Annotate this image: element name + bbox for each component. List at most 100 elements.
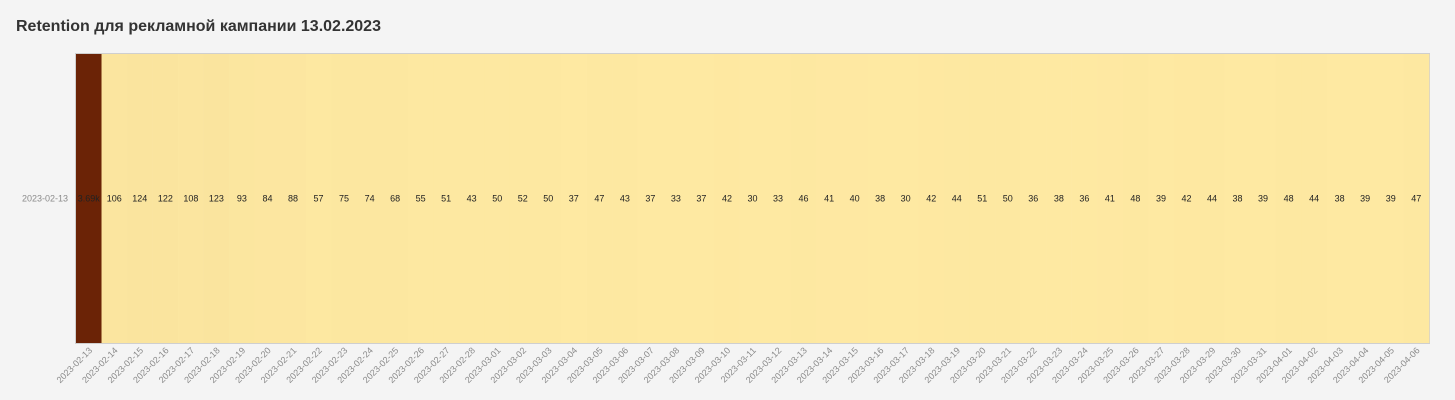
heatmap-cell[interactable] bbox=[280, 54, 307, 343]
cell-value-label: 33 bbox=[671, 194, 681, 204]
cell-value-label: 37 bbox=[696, 194, 706, 204]
heatmap-cell[interactable] bbox=[127, 54, 153, 343]
chart-title: Retention для рекламной кампании 13.02.2… bbox=[16, 18, 381, 35]
cell-value-label: 38 bbox=[1335, 194, 1345, 204]
heatmap-cell[interactable] bbox=[305, 54, 332, 343]
cell-value-label: 93 bbox=[237, 194, 247, 204]
cell-value-label: 39 bbox=[1258, 194, 1268, 204]
heatmap-cell[interactable] bbox=[714, 54, 741, 343]
cell-value-label: 42 bbox=[926, 194, 936, 204]
heatmap-cell[interactable] bbox=[101, 54, 128, 343]
heatmap-cell[interactable] bbox=[1173, 54, 1200, 343]
heatmap-cell[interactable] bbox=[586, 54, 613, 343]
heatmap-cell[interactable] bbox=[1326, 54, 1353, 343]
heatmap-cell[interactable] bbox=[816, 54, 843, 343]
heatmap-cell[interactable] bbox=[407, 54, 434, 343]
heatmap-cell[interactable] bbox=[152, 54, 179, 343]
cell-value-label: 57 bbox=[314, 194, 324, 204]
heatmap-cell[interactable] bbox=[1199, 54, 1226, 343]
cell-value-label: 38 bbox=[1054, 194, 1064, 204]
heatmap-cell[interactable] bbox=[1301, 54, 1328, 343]
cell-value-label: 37 bbox=[569, 194, 579, 204]
cell-value-label: 38 bbox=[875, 194, 885, 204]
heatmap-cell[interactable] bbox=[765, 54, 792, 343]
heatmap-cell[interactable] bbox=[663, 54, 689, 343]
cell-value-label: 30 bbox=[901, 194, 911, 204]
heatmap-cell[interactable] bbox=[1352, 54, 1379, 343]
cell-value-label: 41 bbox=[1105, 194, 1115, 204]
heatmap-cell[interactable] bbox=[331, 54, 358, 343]
heatmap-cell[interactable] bbox=[1148, 54, 1175, 343]
cell-value-label: 52 bbox=[518, 194, 528, 204]
cell-value-label: 37 bbox=[645, 194, 655, 204]
heatmap-cell[interactable] bbox=[1250, 54, 1277, 343]
cell-value-label: 75 bbox=[339, 194, 349, 204]
cell-value-label: 39 bbox=[1360, 194, 1370, 204]
cell-value-label: 3.69k bbox=[78, 194, 101, 204]
heatmap-cell[interactable] bbox=[76, 54, 102, 343]
cell-value-label: 44 bbox=[1309, 194, 1319, 204]
cell-value-label: 44 bbox=[952, 194, 962, 204]
heatmap-cell[interactable] bbox=[790, 54, 817, 343]
cell-value-label: 40 bbox=[850, 194, 860, 204]
cell-value-label: 47 bbox=[1411, 194, 1421, 204]
heatmap-cell[interactable] bbox=[458, 54, 485, 343]
cell-value-label: 51 bbox=[441, 194, 451, 204]
cell-value-label: 50 bbox=[543, 194, 553, 204]
cell-value-label: 55 bbox=[416, 194, 426, 204]
heatmap-cell[interactable] bbox=[1071, 54, 1098, 343]
cell-value-label: 30 bbox=[747, 194, 757, 204]
heatmap-cell[interactable] bbox=[1377, 54, 1404, 343]
heatmap-cell[interactable] bbox=[688, 54, 715, 343]
cell-value-label: 39 bbox=[1156, 194, 1166, 204]
cell-value-label: 124 bbox=[132, 194, 147, 204]
heatmap-cell[interactable] bbox=[1122, 54, 1149, 343]
heatmap-cell[interactable] bbox=[1020, 54, 1047, 343]
heatmap-cell[interactable] bbox=[867, 54, 894, 343]
heatmap-cell[interactable] bbox=[612, 54, 638, 343]
heatmap-cell[interactable] bbox=[918, 54, 945, 343]
heatmap-cell[interactable] bbox=[382, 54, 409, 343]
heatmap-cell[interactable] bbox=[995, 54, 1021, 343]
plot-frame bbox=[75, 53, 1430, 344]
cell-value-label: 46 bbox=[799, 194, 809, 204]
heatmap-cell[interactable] bbox=[561, 54, 587, 343]
heatmap-cell[interactable] bbox=[1097, 54, 1123, 343]
cell-value-label: 43 bbox=[467, 194, 477, 204]
heatmap-cell[interactable] bbox=[356, 54, 383, 343]
heatmap-cell[interactable] bbox=[637, 54, 664, 343]
heatmap-cell[interactable] bbox=[535, 54, 562, 343]
y-tick-label: 2023-02-13 bbox=[22, 194, 68, 204]
heatmap-cell[interactable] bbox=[484, 54, 511, 343]
cell-value-label: 41 bbox=[824, 194, 834, 204]
heatmap-cell[interactable] bbox=[1046, 54, 1072, 343]
heatmap-cell[interactable] bbox=[1275, 54, 1302, 343]
heatmap-cell[interactable] bbox=[841, 54, 868, 343]
cell-value-label: 44 bbox=[1207, 194, 1217, 204]
cell-value-label: 33 bbox=[773, 194, 783, 204]
heatmap-cell[interactable] bbox=[892, 54, 919, 343]
cell-value-label: 74 bbox=[365, 194, 375, 204]
heatmap-cell[interactable] bbox=[739, 54, 766, 343]
heatmap-cell[interactable] bbox=[1224, 54, 1251, 343]
cell-value-label: 84 bbox=[262, 194, 272, 204]
cell-value-label: 47 bbox=[594, 194, 604, 204]
cell-value-label: 51 bbox=[977, 194, 987, 204]
heatmap-cell[interactable] bbox=[203, 54, 230, 343]
cell-value-label: 122 bbox=[158, 194, 173, 204]
heatmap-cell[interactable] bbox=[254, 54, 281, 343]
heatmap-cell[interactable] bbox=[229, 54, 255, 343]
heatmap-cell[interactable] bbox=[943, 54, 970, 343]
heatmap-cell[interactable] bbox=[433, 54, 460, 343]
cell-value-label: 123 bbox=[209, 194, 224, 204]
heatmap-cell[interactable] bbox=[1403, 54, 1430, 343]
cell-value-label: 36 bbox=[1028, 194, 1038, 204]
cell-value-label: 50 bbox=[1003, 194, 1013, 204]
heatmap-cell[interactable] bbox=[509, 54, 536, 343]
cell-value-label: 43 bbox=[620, 194, 630, 204]
heatmap-cell[interactable] bbox=[969, 54, 996, 343]
heatmap-cell[interactable] bbox=[178, 54, 204, 343]
cell-value-label: 42 bbox=[1181, 194, 1191, 204]
